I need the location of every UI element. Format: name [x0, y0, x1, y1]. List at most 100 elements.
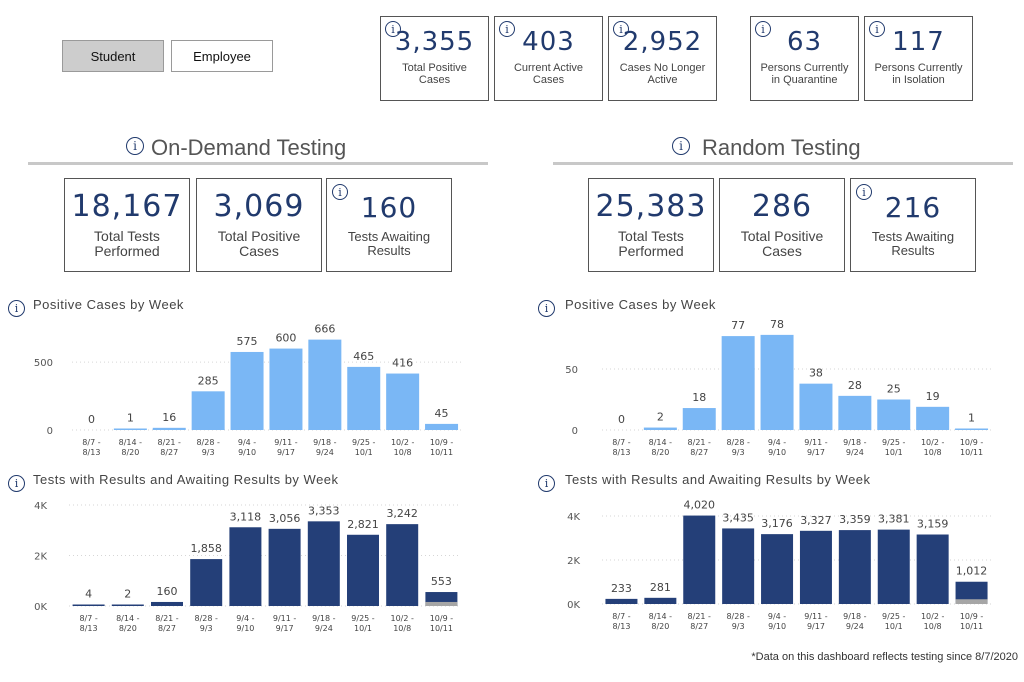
- bar[interactable]: [152, 427, 186, 430]
- bar[interactable]: [307, 521, 340, 606]
- data-label: 3,118: [230, 510, 262, 523]
- card-label: Total Positive Cases: [217, 228, 301, 260]
- bar[interactable]: [151, 601, 183, 606]
- bar[interactable]: [347, 534, 379, 606]
- bar[interactable]: [113, 428, 147, 431]
- x-tick-label: 8/27: [158, 624, 176, 633]
- x-tick-label: 10/8: [924, 622, 942, 631]
- bar[interactable]: [190, 559, 223, 606]
- x-tick-label: 10/8: [393, 624, 411, 633]
- x-tick-label: 9/24: [846, 622, 864, 631]
- info-icon[interactable]: i: [385, 21, 401, 37]
- bar[interactable]: [268, 528, 301, 606]
- info-icon[interactable]: i: [613, 21, 629, 37]
- x-tick-label: 10/2 -: [921, 612, 945, 621]
- bar[interactable]: [347, 366, 381, 430]
- bar[interactable]: [644, 597, 677, 604]
- bar[interactable]: [916, 406, 950, 430]
- info-icon[interactable]: i: [672, 137, 690, 155]
- card-value: 18,167: [71, 189, 183, 224]
- bar[interactable]: [916, 534, 949, 604]
- bar[interactable]: [760, 334, 794, 430]
- bar[interactable]: [643, 427, 677, 430]
- bar[interactable]: [72, 604, 105, 607]
- data-label: 3,176: [761, 517, 793, 530]
- card-value: 25,383: [595, 189, 707, 224]
- y-tick-label: 0K: [34, 602, 47, 613]
- x-tick-label: 10/2 -: [390, 614, 414, 623]
- x-tick-label: 9/3: [200, 624, 213, 633]
- x-tick-label: 9/3: [732, 448, 745, 457]
- bar[interactable]: [722, 528, 755, 604]
- data-label: 160: [157, 585, 178, 598]
- awaiting-bar-segment[interactable]: [955, 599, 988, 604]
- card-value: 286: [751, 189, 813, 224]
- chart-title: Positive Cases by Week: [33, 297, 184, 312]
- random-card-awaiting: i 216 Tests Awaiting Results: [850, 178, 976, 272]
- bar[interactable]: [955, 428, 989, 431]
- bar[interactable]: [605, 598, 638, 604]
- bar[interactable]: [386, 524, 419, 606]
- info-icon[interactable]: i: [126, 137, 144, 155]
- bar[interactable]: [191, 391, 225, 430]
- data-label: 465: [353, 350, 374, 363]
- x-tick-label: 8/28 -: [726, 612, 750, 621]
- employee-toggle-button[interactable]: Employee: [171, 40, 273, 72]
- data-label: 2: [657, 411, 664, 424]
- bar[interactable]: [877, 399, 911, 430]
- bar[interactable]: [877, 529, 910, 604]
- bar[interactable]: [386, 373, 420, 430]
- bar[interactable]: [229, 527, 262, 606]
- info-icon[interactable]: i: [538, 475, 555, 492]
- bar[interactable]: [683, 515, 716, 604]
- x-tick-label: 8/14 -: [119, 438, 143, 447]
- summary-label: Current Active Cases: [513, 62, 584, 87]
- info-icon[interactable]: i: [755, 21, 771, 37]
- data-label: 666: [314, 323, 335, 336]
- x-tick-label: 10/2 -: [921, 438, 945, 447]
- bar[interactable]: [838, 395, 872, 430]
- bar[interactable]: [111, 604, 144, 607]
- summary-label: Total Positive Cases: [402, 62, 467, 87]
- card-value: 216: [884, 191, 942, 224]
- x-tick-label: 8/27: [690, 448, 708, 457]
- summary-value: 3,355: [394, 27, 475, 57]
- bar[interactable]: [799, 530, 832, 604]
- bar[interactable]: [761, 534, 794, 604]
- info-icon[interactable]: i: [8, 475, 25, 492]
- x-tick-label: 9/24: [315, 624, 333, 633]
- data-label: 3,353: [308, 504, 340, 517]
- x-tick-label: 9/4 -: [768, 438, 786, 447]
- x-tick-label: 9/11 -: [273, 614, 297, 623]
- info-icon[interactable]: i: [869, 21, 885, 37]
- bar[interactable]: [269, 348, 303, 430]
- x-tick-label: 10/11: [960, 622, 983, 631]
- random-section-title: Random Testing: [702, 135, 861, 160]
- bar[interactable]: [838, 530, 871, 604]
- x-tick-label: 8/28 -: [194, 614, 218, 623]
- bar[interactable]: [682, 408, 716, 430]
- bar[interactable]: [425, 423, 459, 430]
- data-label: 38: [809, 367, 823, 380]
- data-label: 281: [650, 581, 671, 594]
- awaiting-bar-segment[interactable]: [425, 601, 458, 606]
- bar[interactable]: [799, 383, 833, 430]
- y-tick-label: 4K: [567, 512, 580, 523]
- student-toggle-button[interactable]: Student: [62, 40, 164, 72]
- bar[interactable]: [721, 336, 755, 430]
- info-icon[interactable]: i: [499, 21, 515, 37]
- data-label: 3,159: [917, 518, 949, 531]
- x-tick-label: 9/17: [276, 624, 294, 633]
- bar[interactable]: [308, 339, 342, 430]
- info-icon[interactable]: i: [538, 300, 555, 317]
- info-icon[interactable]: i: [856, 184, 872, 200]
- bar[interactable]: [955, 581, 988, 604]
- x-tick-label: 9/4 -: [768, 612, 786, 621]
- info-icon[interactable]: i: [8, 300, 25, 317]
- info-icon[interactable]: i: [332, 184, 348, 200]
- x-tick-label: 10/9 -: [430, 438, 454, 447]
- x-tick-label: 10/8: [924, 448, 942, 457]
- x-tick-label: 8/28 -: [196, 438, 220, 447]
- bar[interactable]: [230, 351, 264, 430]
